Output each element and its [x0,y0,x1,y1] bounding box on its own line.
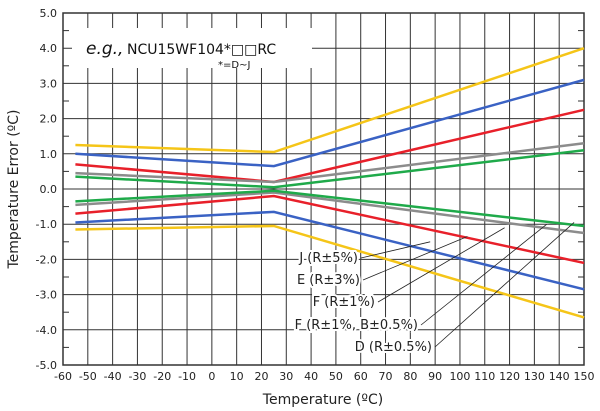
y-tick-label: -2.0 [36,253,57,266]
legend-leader-line [377,227,505,303]
x-tick-label: -40 [104,370,122,383]
series-line-lower [75,224,585,319]
tick-labels: -60 -50 -40 -30 -20 -10 0 10 20 30 40 50 60 70 80 90 100… [36,7,595,383]
y-tick-label: 0.0 [40,183,58,196]
y-tick-label: 5.0 [40,7,58,20]
legend-label: F (R±1%) [313,295,375,310]
x-tick-label: 120 [499,370,520,383]
legend: J (R±5%) E (R±3%) F (R±1%) F (R±1%, B±0.5%)… [293,222,575,357]
x-tick-label: 20 [254,370,268,383]
x-tick-label: -10 [178,370,196,383]
plot-frame [62,12,585,366]
x-tick-label: -50 [79,370,97,383]
series-line-lower [75,194,585,265]
x-tick-label: 10 [230,370,244,383]
legend-leader-line [360,241,431,259]
series-line-upper [75,108,585,184]
legend-label: J (R±5%) [298,251,358,266]
x-tick-label: 140 [549,370,570,383]
x-tick-label: 50 [329,370,343,383]
series-line-lower [75,210,585,291]
x-tick-label: 40 [304,370,318,383]
legend-leader-line [362,236,468,281]
grid [62,12,585,366]
series-line-lower [75,189,585,228]
x-tick-label: 80 [403,370,417,383]
y-tick-label: -5.0 [36,359,57,372]
annotation-note: *=D~J [218,60,250,71]
y-tick-label: 4.0 [40,42,58,55]
legend-leader-line [420,223,548,326]
legend-label: D (R±0.5%) [355,340,432,355]
x-tick-label: 30 [279,370,293,383]
series-line-upper [75,141,585,184]
x-axis-label: Temperature (ºC) [262,392,383,408]
x-tick-label: 100 [449,370,470,383]
annotation-box: e.g., NCU15WF104*□□RC *=D~J [72,28,312,71]
x-tick-label: 60 [354,370,368,383]
x-tick-label: 150 [574,370,595,383]
y-tick-label: 3.0 [40,77,58,90]
x-tick-label: -20 [153,370,171,383]
series-line-lower [75,191,585,235]
x-tick-label: 0 [208,370,215,383]
legend-label: F (R±1%, B±0.5%) [295,318,418,333]
x-tick-label: -60 [54,370,72,383]
y-tick-label: -3.0 [36,289,57,302]
y-tick-label: -1.0 [36,218,57,231]
series-line-upper [75,47,585,154]
annotation-part: NCU15WF104*□□RC [127,42,276,58]
annotation-bg [72,28,312,68]
legend-label: E (R±3%) [297,273,360,288]
y-axis-label: Temperature Error (ºC) [6,109,22,269]
y-tick-label: -4.0 [36,324,57,337]
y-tick-label: 1.0 [40,148,58,161]
series-lines [75,47,585,319]
x-tick-label: 110 [474,370,495,383]
series-line-upper [75,149,585,189]
series-line-upper [75,78,585,168]
x-tick-label: -30 [128,370,146,383]
legend-leader-line [434,222,575,348]
annotation-prefix: e.g., [86,39,123,59]
x-tick-label: 90 [428,370,442,383]
y-tick-label: 2.0 [40,113,58,126]
x-tick-label: 130 [524,370,545,383]
x-tick-label: 70 [379,370,393,383]
